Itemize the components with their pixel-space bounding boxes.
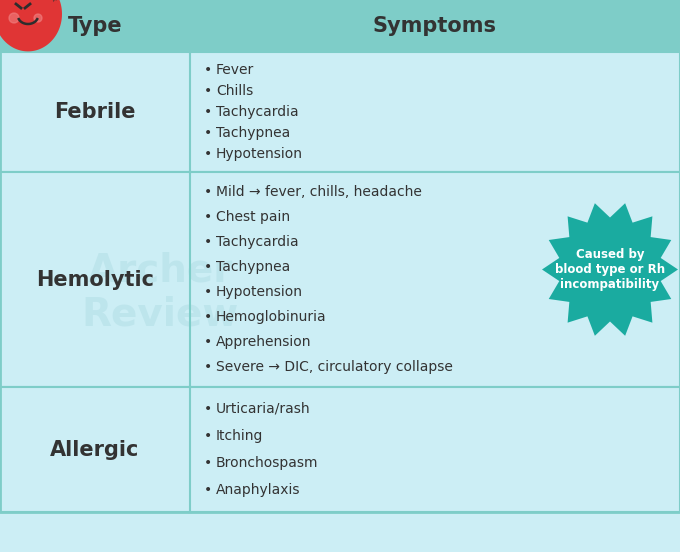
Text: Severe → DIC, circulatory collapse: Severe → DIC, circulatory collapse	[216, 359, 453, 374]
Text: •: •	[204, 484, 212, 497]
Text: •: •	[204, 359, 212, 374]
Text: Symptoms: Symptoms	[373, 16, 497, 36]
FancyBboxPatch shape	[0, 0, 680, 52]
Text: Caused by
blood type or Rh
incompatibility: Caused by blood type or Rh incompatibili…	[555, 248, 665, 291]
Text: Apprehension: Apprehension	[216, 335, 311, 349]
Text: •: •	[204, 105, 212, 119]
Text: Fever: Fever	[216, 63, 254, 77]
Text: Tachypnea: Tachypnea	[216, 126, 290, 140]
Text: Itching: Itching	[216, 429, 263, 443]
Text: Type: Type	[68, 16, 122, 36]
Text: •: •	[204, 147, 212, 161]
Text: •: •	[204, 185, 212, 199]
Text: Archer
Review: Archer Review	[82, 251, 239, 333]
Text: Urticaria/rash: Urticaria/rash	[216, 402, 311, 416]
Text: •: •	[204, 456, 212, 470]
Text: •: •	[204, 210, 212, 224]
FancyBboxPatch shape	[0, 172, 680, 387]
Text: Febrile: Febrile	[54, 102, 136, 122]
Text: •: •	[204, 285, 212, 299]
Text: Chest pain: Chest pain	[216, 210, 290, 224]
Text: Hypotension: Hypotension	[216, 147, 303, 161]
Circle shape	[9, 13, 19, 23]
Text: Chills: Chills	[216, 84, 253, 98]
Text: Allergic: Allergic	[50, 439, 139, 459]
Text: •: •	[204, 335, 212, 349]
Text: •: •	[204, 260, 212, 274]
Text: Hemoglobinuria: Hemoglobinuria	[216, 310, 326, 324]
Text: •: •	[204, 126, 212, 140]
Text: Bronchospasm: Bronchospasm	[216, 456, 318, 470]
Text: •: •	[204, 402, 212, 416]
FancyBboxPatch shape	[0, 387, 680, 512]
Text: •: •	[204, 429, 212, 443]
Text: Tachycardia: Tachycardia	[216, 105, 299, 119]
Text: •: •	[204, 235, 212, 249]
Text: Hemolytic: Hemolytic	[36, 269, 154, 289]
FancyBboxPatch shape	[0, 52, 680, 172]
Text: Tachypnea: Tachypnea	[216, 260, 290, 274]
Polygon shape	[542, 203, 678, 336]
Text: Mild → fever, chills, headache: Mild → fever, chills, headache	[216, 185, 422, 199]
Text: ~: ~	[50, 0, 62, 6]
Text: •: •	[204, 63, 212, 77]
Polygon shape	[0, 0, 62, 51]
Text: •: •	[204, 84, 212, 98]
Text: Anaphylaxis: Anaphylaxis	[216, 484, 301, 497]
Text: •: •	[204, 310, 212, 324]
Text: Tachycardia: Tachycardia	[216, 235, 299, 249]
Circle shape	[34, 14, 42, 22]
Text: Hypotension: Hypotension	[216, 285, 303, 299]
